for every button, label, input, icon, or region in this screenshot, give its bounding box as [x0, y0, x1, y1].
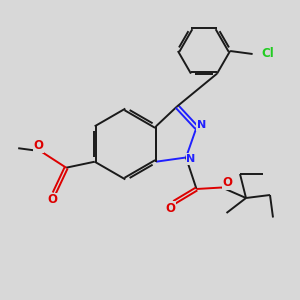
- Text: O: O: [33, 139, 43, 152]
- Text: O: O: [48, 193, 58, 206]
- Text: N: N: [187, 154, 196, 164]
- Text: O: O: [165, 202, 176, 215]
- Text: O: O: [222, 176, 232, 190]
- Text: N: N: [197, 120, 206, 130]
- Text: Cl: Cl: [262, 47, 275, 61]
